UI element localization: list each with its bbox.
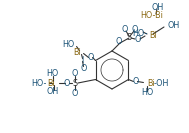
Text: I: I: [81, 56, 84, 65]
Text: O: O: [72, 68, 78, 78]
Text: O: O: [122, 24, 128, 34]
Text: S: S: [126, 34, 132, 43]
Text: HO-: HO-: [32, 78, 47, 88]
Text: -OH: -OH: [153, 79, 169, 88]
Text: OH: OH: [167, 20, 179, 30]
Text: OH: OH: [47, 88, 59, 97]
Text: O: O: [64, 78, 70, 88]
Text: HO-Bi: HO-Bi: [140, 11, 163, 20]
Text: O: O: [87, 53, 94, 62]
Text: S: S: [72, 78, 77, 88]
Text: O: O: [135, 34, 141, 43]
Text: HO: HO: [141, 88, 154, 97]
Text: Bi: Bi: [47, 78, 55, 88]
Text: O: O: [72, 88, 78, 97]
Text: OH: OH: [152, 3, 164, 11]
Text: HO: HO: [46, 70, 58, 78]
Text: O: O: [116, 38, 122, 47]
Text: Bi: Bi: [147, 79, 155, 88]
Text: O: O: [132, 77, 139, 86]
Text: Bi: Bi: [73, 48, 81, 57]
Text: O: O: [132, 24, 138, 34]
Text: Bi: Bi: [149, 30, 157, 40]
Text: HO-: HO-: [133, 28, 148, 38]
Text: O: O: [80, 64, 87, 73]
Text: HO: HO: [62, 40, 74, 49]
